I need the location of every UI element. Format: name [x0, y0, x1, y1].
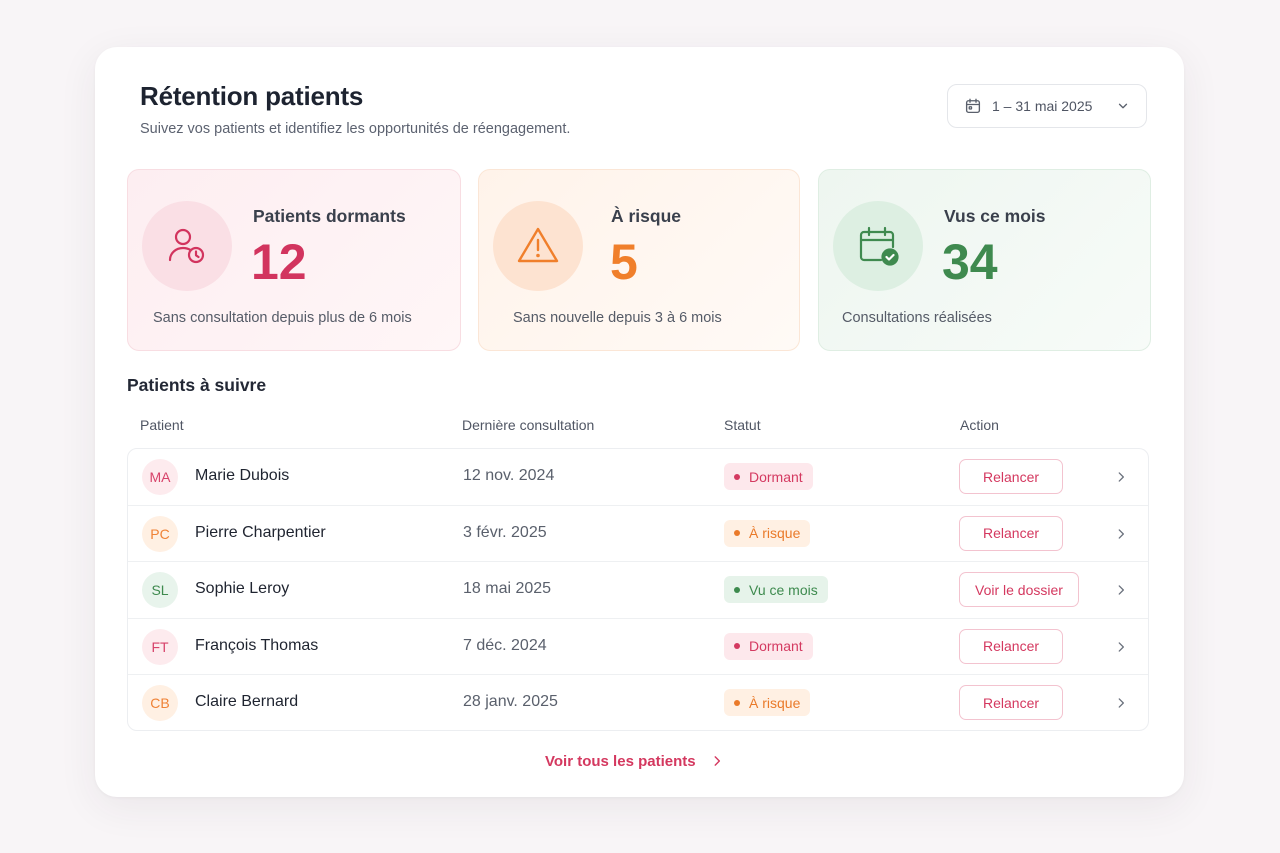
last-consultation-date: 7 déc. 2024 — [463, 636, 547, 654]
warning-triangle-icon — [517, 227, 559, 263]
stat-icon-wrapper — [833, 201, 923, 291]
stat-description: Consultations réalisées — [842, 310, 992, 326]
status-label: Dormant — [749, 638, 803, 655]
last-consultation-date: 18 mai 2025 — [463, 580, 552, 598]
status-badge: Dormant — [724, 632, 813, 660]
stat-value: 12 — [251, 234, 307, 290]
avatar: MA — [142, 459, 178, 495]
last-consultation-date: 3 févr. 2025 — [463, 523, 547, 541]
chevron-right-icon[interactable] — [1114, 695, 1128, 711]
stat-value: 5 — [610, 234, 638, 290]
column-header-status: Statut — [724, 417, 761, 433]
status-dot — [734, 586, 740, 593]
chevron-right-icon[interactable] — [1114, 526, 1128, 542]
status-badge: Dormant — [724, 463, 813, 490]
chevron-right-icon[interactable] — [1114, 469, 1128, 485]
status-label: À risque — [749, 525, 801, 542]
chevron-right-icon[interactable] — [1114, 582, 1128, 598]
retention-card: Rétention patients Suivez vos patients e… — [95, 47, 1184, 797]
status-label: À risque — [749, 694, 801, 711]
remind-button[interactable]: Relancer — [959, 515, 1063, 551]
view-record-button[interactable]: Voir le dossier — [959, 572, 1079, 608]
patients-table: MA Marie Dubois 12 nov. 2024 Dormant Rel… — [127, 448, 1149, 731]
last-consultation-date: 28 janv. 2025 — [463, 693, 558, 711]
status-badge: À risque — [724, 519, 811, 547]
stat-label: Patients dormants — [253, 206, 406, 226]
status-badge: À risque — [724, 689, 811, 717]
stat-card-seen-this-month: Vus ce mois 34 Consultations réalisées — [818, 169, 1151, 351]
patient-name: Claire Bernard — [195, 693, 299, 711]
column-header-last-consultation: Dernière consultation — [462, 417, 595, 433]
remind-button[interactable]: Relancer — [959, 685, 1063, 721]
stat-label: Vus ce mois — [944, 206, 1046, 226]
stat-value: 34 — [942, 234, 998, 290]
avatar: FT — [142, 628, 178, 665]
remind-button[interactable]: Relancer — [959, 459, 1063, 494]
avatar: CB — [142, 685, 178, 722]
chevron-right-icon[interactable] — [1114, 639, 1128, 655]
table-row[interactable]: MA Marie Dubois 12 nov. 2024 Dormant Rel… — [128, 449, 1148, 506]
stat-icon-wrapper — [142, 201, 232, 291]
table-row[interactable]: PC Pierre Charpentier 3 févr. 2025 À ris… — [128, 506, 1148, 563]
stat-description: Sans consultation depuis plus de 6 mois — [153, 310, 412, 326]
page-title: Rétention patients — [140, 81, 364, 111]
date-range-label: 1 – 31 mai 2025 — [992, 98, 1093, 114]
remind-button[interactable]: Relancer — [959, 628, 1063, 664]
view-all-patients-link[interactable]: Voir tous les patients — [545, 751, 724, 771]
stat-card-dormant: Patients dormants 12 Sans consultation d… — [127, 169, 461, 351]
date-range-picker[interactable]: 1 – 31 mai 2025 — [947, 84, 1147, 128]
table-row[interactable]: CB Claire Bernard 28 janv. 2025 À risque… — [128, 675, 1148, 730]
stat-description: Sans nouvelle depuis 3 à 6 mois — [513, 310, 722, 326]
avatar: SL — [142, 572, 178, 609]
chevron-right-icon — [714, 756, 720, 766]
last-consultation-date: 12 nov. 2024 — [463, 467, 555, 484]
patient-name: Marie Dubois — [195, 467, 290, 484]
column-header-action: Action — [960, 417, 999, 433]
user-clock-icon — [168, 228, 205, 264]
table-row[interactable]: FT François Thomas 7 déc. 2024 Dormant R… — [128, 619, 1148, 676]
status-dot — [734, 643, 740, 650]
table-header: Patient Dernière consultation Statut Act… — [127, 417, 1149, 437]
calendar-check-icon — [859, 226, 899, 266]
status-dot — [734, 473, 740, 480]
table-row[interactable]: SL Sophie Leroy 18 mai 2025 Vu ce mois V… — [128, 562, 1148, 619]
status-label: Vu ce mois — [749, 581, 818, 598]
stat-label: À risque — [611, 206, 682, 226]
chevron-down-icon — [1118, 103, 1128, 109]
page-subtitle: Suivez vos patients et identifiez les op… — [140, 121, 571, 137]
patient-name: François Thomas — [195, 636, 319, 654]
status-label: Dormant — [749, 468, 803, 485]
status-badge: Vu ce mois — [724, 576, 828, 604]
calendar-icon — [965, 98, 981, 114]
column-header-patient: Patient — [140, 417, 184, 433]
status-dot — [734, 530, 740, 537]
patient-name: Pierre Charpentier — [195, 523, 326, 541]
stat-icon-wrapper — [493, 201, 583, 291]
section-title: Patients à suivre — [127, 375, 267, 395]
stat-card-at-risk: À risque 5 Sans nouvelle depuis 3 à 6 mo… — [478, 169, 800, 351]
patient-name: Sophie Leroy — [195, 580, 290, 598]
view-all-patients-label: Voir tous les patients — [545, 752, 696, 770]
avatar: PC — [142, 515, 178, 552]
status-dot — [734, 699, 740, 706]
